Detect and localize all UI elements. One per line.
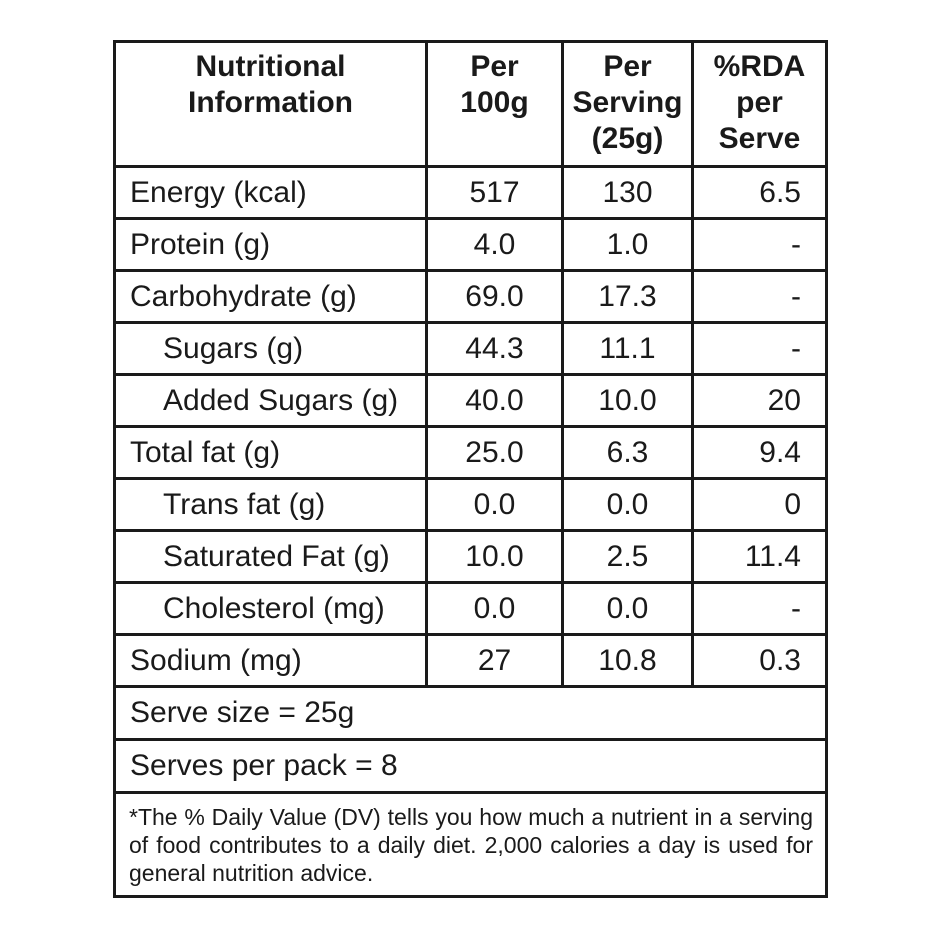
per-100g-cell: 0.0 (425, 477, 564, 532)
rda-cell: 9.4 (691, 425, 828, 480)
serve-size-row: Serve size = 25g (113, 685, 828, 741)
table-row-trans-fat: Trans fat (g) 0.0 0.0 0 (113, 477, 828, 532)
per-100g-cell: 44.3 (425, 321, 564, 376)
per-serving-cell: 17.3 (561, 269, 694, 324)
nutrient-name-cell: Protein (g) (113, 217, 428, 272)
nutrient-name-cell: Carbohydrate (g) (113, 269, 428, 324)
per-100g-cell: 27 (425, 633, 564, 688)
nutrient-name-cell: Total fat (g) (113, 425, 428, 480)
per-serving-cell: 2.5 (561, 529, 694, 584)
serves-per-pack-row: Serves per pack = 8 (113, 738, 828, 794)
per-serving-cell: 0.0 (561, 477, 694, 532)
rda-cell: 11.4 (691, 529, 828, 584)
nutrition-table: Nutritional Information Per 100g Per Ser… (113, 40, 828, 898)
table-row-sodium: Sodium (mg) 27 10.8 0.3 (113, 633, 828, 688)
per-serving-cell: 10.0 (561, 373, 694, 428)
per-serving-cell: 0.0 (561, 581, 694, 636)
nutrient-name-cell: Energy (kcal) (113, 165, 428, 220)
nutrient-name-cell: Sodium (mg) (113, 633, 428, 688)
per-100g-cell: 517 (425, 165, 564, 220)
serve-size-text: Serve size = 25g (113, 685, 828, 741)
header-nutritional-information: Nutritional Information (113, 40, 428, 168)
per-100g-cell: 0.0 (425, 581, 564, 636)
per-100g-cell: 10.0 (425, 529, 564, 584)
table-row-total-fat: Total fat (g) 25.0 6.3 9.4 (113, 425, 828, 480)
nutrient-name-cell: Added Sugars (g) (113, 373, 428, 428)
rda-cell: - (691, 217, 828, 272)
table-row-added-sugars: Added Sugars (g) 40.0 10.0 20 (113, 373, 828, 428)
table-row-energy: Energy (kcal) 517 130 6.5 (113, 165, 828, 220)
header-per-serving: Per Serving (25g) (561, 40, 694, 168)
footnote-row: *The % Daily Value (DV) tells you how mu… (113, 791, 828, 898)
rda-cell: - (691, 269, 828, 324)
serves-per-pack-text: Serves per pack = 8 (113, 738, 828, 794)
rda-cell: 20 (691, 373, 828, 428)
rda-cell: 0 (691, 477, 828, 532)
per-serving-cell: 10.8 (561, 633, 694, 688)
daily-value-footnote: *The % Daily Value (DV) tells you how mu… (113, 791, 828, 898)
per-100g-cell: 69.0 (425, 269, 564, 324)
nutrient-name-cell: Sugars (g) (113, 321, 428, 376)
table-row-sugars: Sugars (g) 44.3 11.1 - (113, 321, 828, 376)
rda-cell: 6.5 (691, 165, 828, 220)
nutrient-name-cell: Cholesterol (mg) (113, 581, 428, 636)
per-100g-cell: 40.0 (425, 373, 564, 428)
header-rda-per-serve: %RDA per Serve (691, 40, 828, 168)
per-100g-cell: 4.0 (425, 217, 564, 272)
rda-cell: - (691, 581, 828, 636)
per-100g-cell: 25.0 (425, 425, 564, 480)
nutrient-name-cell: Saturated Fat (g) (113, 529, 428, 584)
rda-cell: 0.3 (691, 633, 828, 688)
table-row-saturated-fat: Saturated Fat (g) 10.0 2.5 11.4 (113, 529, 828, 584)
nutrient-name-cell: Trans fat (g) (113, 477, 428, 532)
table-row-protein: Protein (g) 4.0 1.0 - (113, 217, 828, 272)
table-row-cholesterol: Cholesterol (mg) 0.0 0.0 - (113, 581, 828, 636)
header-row: Nutritional Information Per 100g Per Ser… (113, 40, 828, 168)
header-per-100g: Per 100g (425, 40, 564, 168)
rda-cell: - (691, 321, 828, 376)
table-row-carbohydrate: Carbohydrate (g) 69.0 17.3 - (113, 269, 828, 324)
per-serving-cell: 6.3 (561, 425, 694, 480)
per-serving-cell: 1.0 (561, 217, 694, 272)
per-serving-cell: 130 (561, 165, 694, 220)
per-serving-cell: 11.1 (561, 321, 694, 376)
